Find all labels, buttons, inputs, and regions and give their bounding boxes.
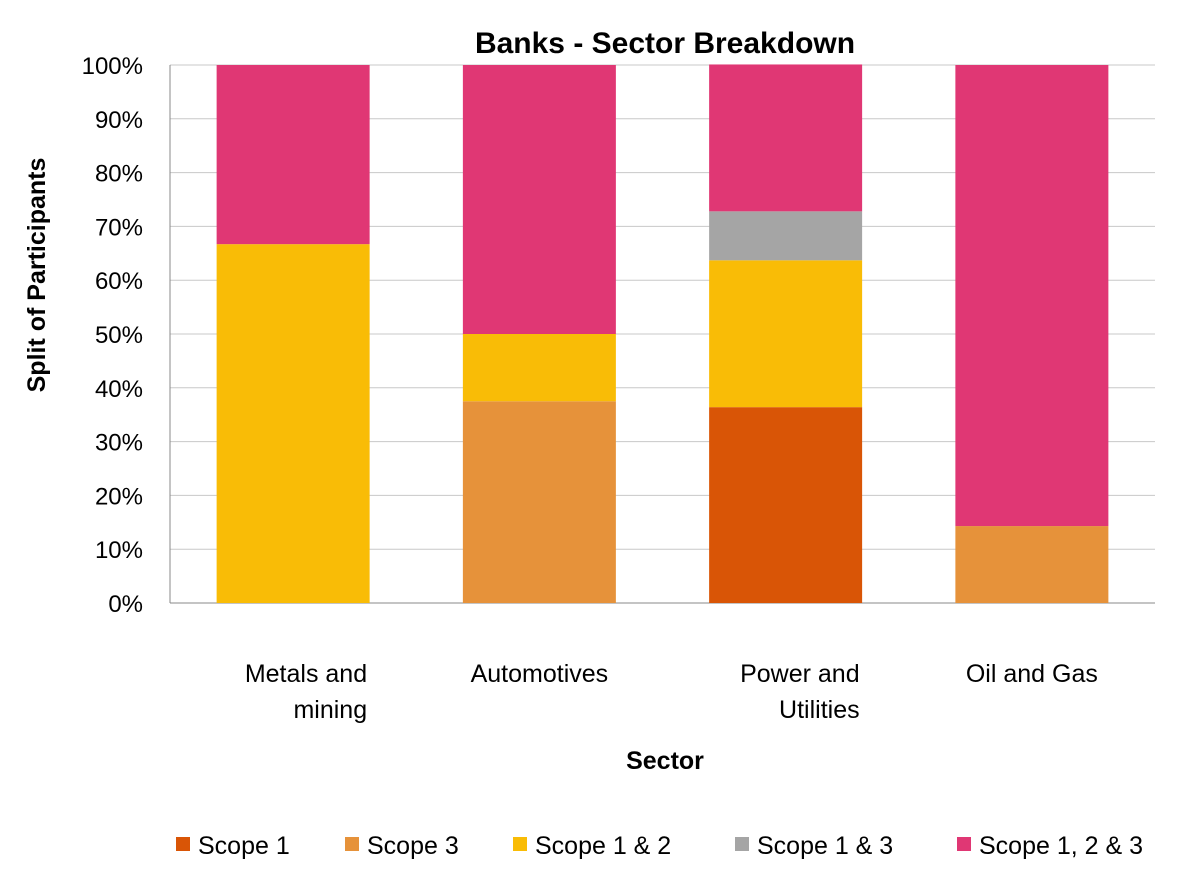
x-tick-label: Power and — [740, 660, 860, 688]
legend-label: Scope 1 & 3 — [757, 832, 893, 860]
legend-swatch — [957, 837, 971, 851]
bar-segment — [216, 65, 370, 245]
bar-segment — [462, 65, 616, 334]
y-tick-label: 60% — [95, 268, 143, 295]
bar-segment — [709, 64, 863, 212]
legend-swatch — [345, 837, 359, 851]
bar-segment — [709, 260, 863, 408]
y-tick-label: 90% — [95, 107, 143, 134]
legend-swatch — [735, 837, 749, 851]
bar-segment — [709, 211, 863, 261]
y-tick-label: 10% — [95, 537, 143, 564]
x-tick-label: Automotives — [471, 660, 609, 688]
bar-segment — [462, 334, 616, 402]
legend-label: Scope 3 — [367, 832, 459, 860]
y-tick-label: 50% — [95, 322, 143, 349]
bar-segment — [709, 407, 863, 603]
y-tick-label: 100% — [82, 53, 143, 80]
bar-segment — [216, 244, 370, 604]
legend-label: Scope 1 — [198, 832, 290, 860]
x-axis-label: Sector — [626, 747, 704, 775]
x-tick-label: Utilities — [779, 696, 860, 724]
chart-title: Banks - Sector Breakdown — [475, 27, 855, 60]
y-tick-label: 80% — [95, 161, 143, 188]
bar-segment — [462, 401, 616, 603]
legend-swatch — [176, 837, 190, 851]
legend-label: Scope 1, 2 & 3 — [979, 832, 1143, 860]
y-tick-label: 20% — [95, 483, 143, 510]
bar-segment — [955, 526, 1109, 603]
x-tick-label: Metals and — [245, 660, 367, 688]
y-tick-label: 70% — [95, 214, 143, 241]
x-tick-label: Oil and Gas — [966, 660, 1098, 688]
y-tick-label: 30% — [95, 430, 143, 457]
legend-swatch — [513, 837, 527, 851]
y-axis-label: Split of Participants — [23, 158, 51, 393]
legend-label: Scope 1 & 2 — [535, 832, 671, 860]
x-tick-label: mining — [293, 696, 367, 724]
bar-segment — [955, 65, 1109, 527]
y-tick-label: 0% — [108, 591, 143, 618]
y-tick-label: 40% — [95, 376, 143, 403]
